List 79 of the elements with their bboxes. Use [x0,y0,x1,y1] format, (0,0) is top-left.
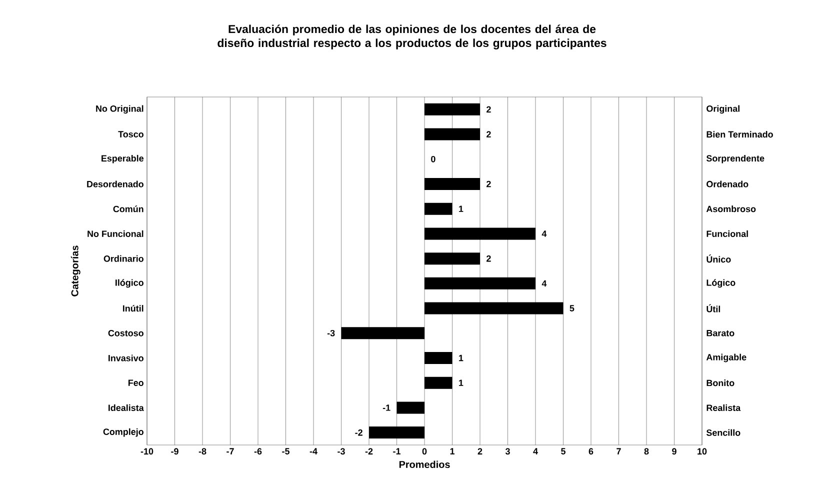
bar [369,426,425,439]
x-tick-label: -7 [226,448,234,454]
bar [424,103,480,116]
x-tick-label: 1 [450,448,454,454]
y-tick-label: Inútil [123,304,144,312]
x-tick-label: 3 [505,448,510,455]
data-label: 1 [459,380,464,386]
x-tick-label: 2 [478,448,482,454]
bar [424,228,536,240]
chart-title: Evaluación promedio de las opiniones de los docentes del área de diseño industrial respecto a los productos de los grupos participantes [218,24,606,50]
y-tick-label: Costoso [108,330,144,336]
bar [424,277,536,290]
x-axis-title: Promedios [399,460,450,468]
y2-tick-label: Lógico [706,279,736,288]
bar [424,352,452,364]
y2-tick-label: Sencillo [706,429,740,436]
x-tick-label: 5 [561,448,566,454]
x-tick-label: 6 [588,448,594,455]
x-tick-label: 10 [698,448,707,455]
y-tick-label: Complejo [103,428,144,437]
data-label: 5 [570,305,574,312]
y2-tick-label: Funcional [706,230,748,238]
data-label: 1 [459,206,464,212]
data-label: 2 [486,255,491,262]
y2-tick-label: Útil [706,304,720,312]
data-label: -3 [327,330,335,336]
y2-tick-label: Asombroso [706,206,756,212]
x-tick-label: -4 [310,448,318,454]
bar [424,202,452,215]
y-tick-label: Común [113,206,144,212]
data-label: 2 [486,131,491,138]
y2-tick-label: Bien Terminado [706,130,773,138]
y-tick-label: Ordinario [104,255,144,262]
data-label: -1 [382,404,390,411]
y-tick-label: Invasivo [108,354,144,362]
bar [396,402,425,414]
y-tick-label: No Funcional [88,230,144,238]
data-label: -2 [355,429,362,436]
data-label: 0 [431,156,436,162]
y2-tick-label: Ordenado [706,180,748,188]
y2-tick-label: Barato [706,330,734,336]
data-label: 4 [542,280,547,287]
y2-tick-label: Único [706,254,731,263]
x-tick-label: 4 [533,448,538,454]
y-tick-label: Desordenado [87,180,144,188]
data-label: 2 [486,106,491,113]
bar [424,128,480,140]
y-tick-label: Feo [128,380,144,386]
data-label: 4 [542,230,547,237]
x-tick-label: -10 [140,448,154,455]
y2-tick-label: Original [706,105,740,114]
x-tick-label: -6 [254,448,262,455]
y-tick-label: Ilógico [116,279,144,288]
bar [424,302,564,314]
bar [424,252,480,265]
x-tick-label: 8 [644,448,649,455]
y-tick-label: Idealista [108,404,144,412]
y-tick-label: Tosco [118,131,144,138]
bar [424,178,480,190]
x-tick-label: 7 [616,448,621,454]
bar [341,327,425,340]
x-tick-label: 0 [422,448,427,455]
y-axis-title: Categorías [70,246,80,296]
y2-tick-label: Bonito [706,380,734,386]
data-label: 1 [459,354,464,362]
y-tick-label: No Original [96,105,144,114]
x-tick-label: -2 [365,448,373,454]
y-tick-label: Esperable [102,154,144,164]
x-tick-label: -1 [393,448,400,454]
data-label: 2 [486,180,491,188]
y2-tick-label: Sorprendente [706,154,764,164]
y2-tick-label: Amigable [706,354,746,362]
bar [424,376,452,389]
y2-tick-label: Realista [706,404,741,412]
x-tick-label: 9 [672,448,676,455]
x-tick-label: -5 [282,448,290,454]
x-tick-label: -9 [171,448,178,455]
x-tick-label: -8 [198,448,206,455]
x-tick-label: -3 [338,448,345,455]
